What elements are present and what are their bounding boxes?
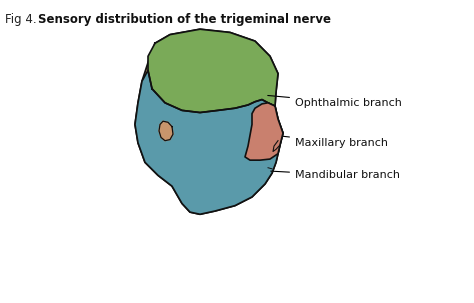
Text: Maxillary branch: Maxillary branch [277, 135, 388, 148]
Polygon shape [148, 29, 278, 112]
Text: Fig 4.: Fig 4. [5, 13, 40, 26]
Text: Mandibular branch: Mandibular branch [271, 170, 400, 180]
Text: Ophthalmic branch: Ophthalmic branch [268, 95, 402, 108]
Polygon shape [245, 103, 283, 160]
Polygon shape [159, 121, 173, 141]
Text: Sensory distribution of the trigeminal nerve: Sensory distribution of the trigeminal n… [38, 13, 331, 26]
Polygon shape [135, 29, 283, 214]
Polygon shape [135, 70, 283, 214]
